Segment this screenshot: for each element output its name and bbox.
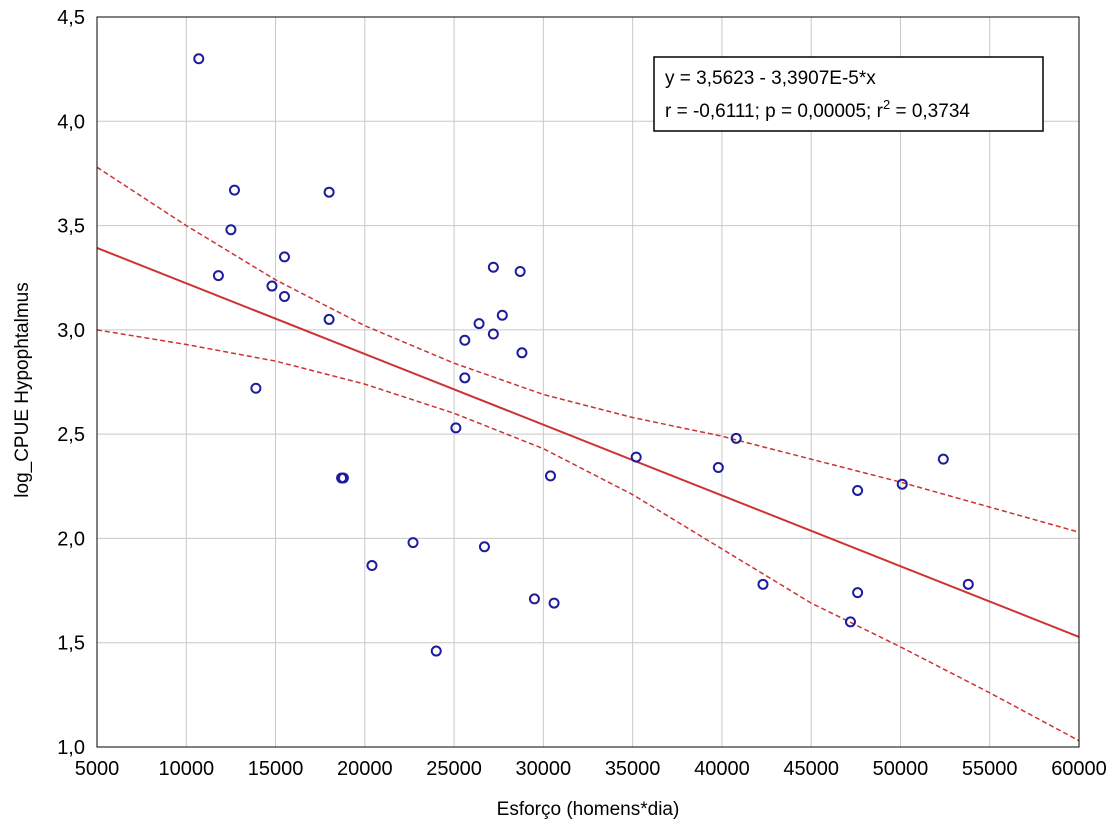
x-axis-title: Esforço (homens*dia) xyxy=(497,799,680,820)
x-tick-label: 5000 xyxy=(75,758,120,780)
x-tick-label: 60000 xyxy=(1051,758,1107,780)
confidence-upper-line xyxy=(96,166,1080,533)
data-point xyxy=(757,578,769,590)
data-point xyxy=(516,347,528,359)
data-point xyxy=(337,472,349,484)
y-tick-label: 2,0 xyxy=(57,528,85,550)
data-point xyxy=(852,587,864,599)
data-point xyxy=(266,280,278,292)
x-tick-label: 10000 xyxy=(158,758,214,780)
data-point xyxy=(250,382,262,394)
legend-stats-superscript: 2 xyxy=(883,97,890,112)
data-point xyxy=(228,184,240,196)
data-point xyxy=(514,265,526,277)
y-tick-label: 1,5 xyxy=(57,633,85,655)
x-tick-label: 45000 xyxy=(783,758,839,780)
fit-line-group xyxy=(96,247,1080,638)
data-point xyxy=(473,318,485,330)
x-tick-labels: 5000 10000 15000 20000 25000 30000 35000 40000 4… xyxy=(75,758,1107,780)
data-point xyxy=(528,593,540,605)
y-tick-label: 2,5 xyxy=(57,424,85,446)
x-tick-label: 20000 xyxy=(337,758,393,780)
data-point xyxy=(430,645,442,657)
data-point xyxy=(487,328,499,340)
y-tick-label: 3,5 xyxy=(57,216,85,238)
data-point xyxy=(193,53,205,65)
grid-lines xyxy=(97,17,1079,747)
legend-equation: y = 3,5623 - 3,3907E-5*x xyxy=(665,68,876,89)
y-axis-title: log_CPUE Hypophtalmus xyxy=(12,282,33,497)
data-point xyxy=(852,484,864,496)
data-point xyxy=(212,270,224,282)
x-tick-label: 50000 xyxy=(873,758,929,780)
regression-line xyxy=(96,247,1080,638)
y-tick-label: 4,5 xyxy=(57,7,85,29)
legend-stats-main: r = -0,6111; p = 0,00005; r xyxy=(665,101,884,122)
data-point xyxy=(844,616,856,628)
data-point xyxy=(730,432,742,444)
y-tick-label: 4,0 xyxy=(57,111,85,133)
x-tick-label: 35000 xyxy=(605,758,661,780)
data-point xyxy=(450,422,462,434)
x-tick-label: 55000 xyxy=(962,758,1018,780)
x-tick-label: 40000 xyxy=(694,758,750,780)
x-tick-label: 15000 xyxy=(248,758,304,780)
x-tick-label: 25000 xyxy=(426,758,482,780)
data-point xyxy=(323,186,335,198)
regression-legend: y = 3,5623 - 3,3907E-5*x r = -0,6111; p … xyxy=(653,56,1044,132)
data-point xyxy=(630,451,642,463)
data-point xyxy=(487,261,499,273)
y-tick-label: 1,0 xyxy=(57,737,85,759)
y-tick-labels: 1,0 1,5 2,0 2,5 3,0 3,5 4,0 4,5 xyxy=(57,7,85,759)
data-points xyxy=(193,53,974,657)
data-point xyxy=(459,334,471,346)
confidence-bands xyxy=(96,166,1080,742)
data-point xyxy=(496,309,508,321)
data-point xyxy=(545,470,557,482)
data-point xyxy=(366,560,378,572)
data-point xyxy=(278,290,290,302)
data-point xyxy=(407,537,419,549)
x-tick-label: 30000 xyxy=(516,758,572,780)
legend-stats-value: = 0,3734 xyxy=(890,101,970,122)
legend-stats: r = -0,6111; p = 0,00005; r2 = 0,3734 xyxy=(665,97,970,122)
data-point xyxy=(548,597,560,609)
y-tick-label: 3,0 xyxy=(57,320,85,342)
data-point xyxy=(478,541,490,553)
data-point xyxy=(937,453,949,465)
data-point xyxy=(459,372,471,384)
data-point xyxy=(323,313,335,325)
confidence-lower-line xyxy=(96,329,1080,742)
data-point xyxy=(278,251,290,263)
data-point xyxy=(712,462,724,474)
data-point xyxy=(962,578,974,590)
data-point xyxy=(225,224,237,236)
data-point xyxy=(896,478,908,490)
legend-box xyxy=(653,56,1044,132)
plot-frame xyxy=(96,16,1080,748)
